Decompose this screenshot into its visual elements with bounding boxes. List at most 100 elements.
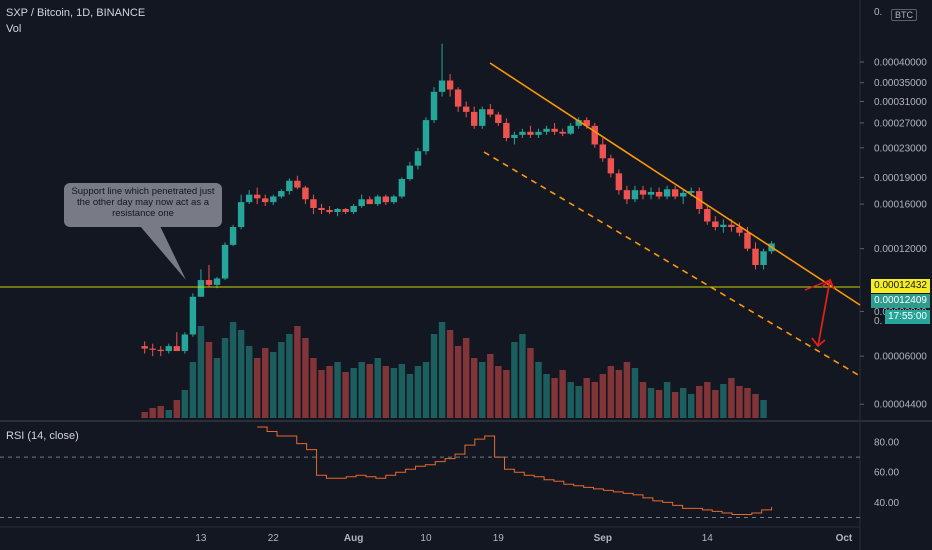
candle-body (245, 194, 253, 203)
annotation-callout[interactable]: Support line which penetrated just the o… (64, 183, 222, 227)
x-tick-label: Oct (836, 533, 853, 544)
volume-bar (728, 378, 735, 418)
candle-body (607, 158, 615, 174)
volume-bar (213, 358, 221, 418)
volume-bar (599, 374, 607, 418)
volume-bar (671, 392, 679, 418)
candle-body (615, 173, 623, 191)
rsi-level-label: 60.00 (874, 468, 899, 479)
axis-mid-cut-label: 0. (874, 316, 883, 327)
candle-body (712, 221, 719, 227)
current-price-label: 0.00012432 (871, 279, 930, 293)
y-tick-label: 0.00019000 (874, 173, 927, 184)
y-tick-label: 0.00027000 (874, 118, 927, 129)
candle-body (205, 280, 213, 285)
candle-body (551, 128, 558, 132)
symbol-title: SXP / Bitcoin, 1D, BINANCE (6, 7, 146, 19)
candle-body (189, 296, 197, 335)
volume-bar (374, 358, 381, 418)
candle-body (350, 206, 357, 213)
candle-body (728, 224, 735, 227)
y-tick-label: 0.00031000 (874, 97, 927, 108)
candle-body (414, 151, 422, 166)
volume-bar (655, 390, 663, 418)
volume-bar (318, 370, 325, 418)
volume-bar (535, 362, 542, 418)
volume-bar (205, 342, 213, 418)
candle-body (519, 131, 526, 135)
volume-bar (696, 386, 703, 418)
candle-body (631, 190, 639, 200)
y-tick-label: 0.00016000 (874, 200, 927, 211)
volume-bar (430, 334, 438, 418)
y-tick-label: 0.00035000 (874, 78, 927, 89)
candle-body (157, 349, 164, 352)
projection-arrow (817, 279, 831, 347)
x-tick-label: Sep (594, 533, 612, 544)
volume-bar (479, 362, 486, 418)
rsi-level-label: 40.00 (874, 498, 899, 509)
candle-body (527, 131, 534, 135)
volume-bar (760, 400, 767, 418)
candle-body (382, 196, 390, 203)
candle-body (583, 120, 590, 126)
candle-body (511, 134, 518, 139)
volume-bar (551, 378, 558, 418)
volume-bar (559, 370, 566, 418)
candle-body (760, 251, 767, 266)
volume-bar (422, 362, 430, 418)
volume-bar (607, 366, 615, 418)
lower-channel-line (483, 151, 861, 377)
candle-body (704, 208, 711, 222)
volume-label: Vol (6, 23, 22, 35)
volume-bar (720, 384, 727, 418)
candle-body (503, 122, 510, 139)
candle-body (334, 208, 341, 213)
candle-body (495, 114, 502, 123)
volume-bar (527, 348, 534, 418)
volume-bar (503, 370, 510, 418)
y-tick-label: 0.00004400 (874, 400, 927, 411)
volume-bar (736, 386, 743, 418)
candle-body (406, 165, 414, 180)
arrow-head-bottom (811, 337, 826, 348)
volume-bar (446, 330, 454, 418)
volume-bar (583, 378, 590, 418)
candle-body (221, 244, 229, 279)
volume-bar (302, 338, 309, 418)
candle-body (294, 180, 301, 188)
volume-bar (511, 342, 518, 418)
volume-bar (165, 410, 172, 418)
candle-body (366, 199, 373, 205)
volume-bar (197, 326, 205, 418)
volume-bar (487, 354, 494, 418)
volume-bar (149, 408, 156, 418)
candle-body (655, 191, 663, 197)
y-tick-label: 0.00023000 (874, 143, 927, 154)
volume-bar (704, 382, 711, 418)
candle-body (149, 348, 156, 350)
candle-body (671, 189, 679, 197)
candle-body (438, 80, 446, 92)
arrow-connector (804, 279, 831, 291)
volume-bar (663, 382, 671, 418)
candle-body (326, 209, 333, 213)
volume-bar (470, 358, 478, 418)
rsi-level-label: 80.00 (874, 438, 899, 449)
candle-body (470, 111, 478, 126)
volume-bar (543, 374, 550, 418)
candle-body (487, 109, 494, 115)
volume-bar (157, 406, 164, 418)
resistance-trendline (489, 62, 861, 306)
candle-body (141, 346, 148, 349)
y-tick-label: 0.00006000 (874, 352, 927, 363)
x-tick-label: 13 (195, 533, 207, 544)
currency-badge[interactable]: BTC (891, 9, 917, 21)
candle-body (679, 192, 687, 197)
volume-bar (462, 338, 470, 418)
x-tick-label: 19 (493, 533, 505, 544)
volume-bar (688, 394, 695, 418)
last-price-label: 0.00012409 (871, 294, 930, 308)
candle-body (398, 179, 406, 197)
